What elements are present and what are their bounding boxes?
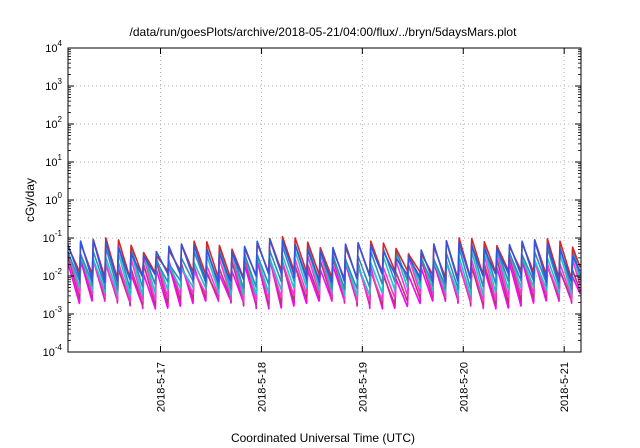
y-tick-label: 100 [45,191,62,207]
y-tick-label: 102 [45,115,62,131]
x-axis-label: Coordinated Universal Time (UTC) [231,431,415,445]
series-line [67,255,581,307]
x-tick-label: 2018-5-20 [458,362,470,412]
y-tick-label: 10-2 [43,267,63,283]
y-tick-label: 10-3 [43,305,63,321]
y-tick-label: 10-4 [43,343,63,359]
x-tick-label: 2018-5-21 [559,362,571,412]
x-tick-label: 2018-5-19 [357,362,369,412]
x-tick-label: 2018-5-17 [156,362,168,412]
y-tick-label: 104 [45,39,62,55]
chart-title: /data/run/goesPlots/archive/2018-05-21/0… [130,25,518,39]
y-tick-label: 101 [45,153,62,169]
y-axis-ticks: 10-4 10-3 10-2 10-1 100 101 102 103 104 [43,39,581,359]
x-axis-ticks: 2018-5-17 2018-5-18 2018-5-19 2018-5-20 2018… [156,48,571,412]
x-tick-label: 2018-5-18 [256,362,268,412]
grid [68,48,581,352]
series-line [67,238,581,284]
series-lines [67,235,581,310]
series-line [67,258,581,310]
series-line [67,251,581,303]
y-tick-label: 10-1 [43,229,63,245]
y-axis-label: cGy/day [23,178,37,222]
y-tick-label: 103 [45,77,62,93]
